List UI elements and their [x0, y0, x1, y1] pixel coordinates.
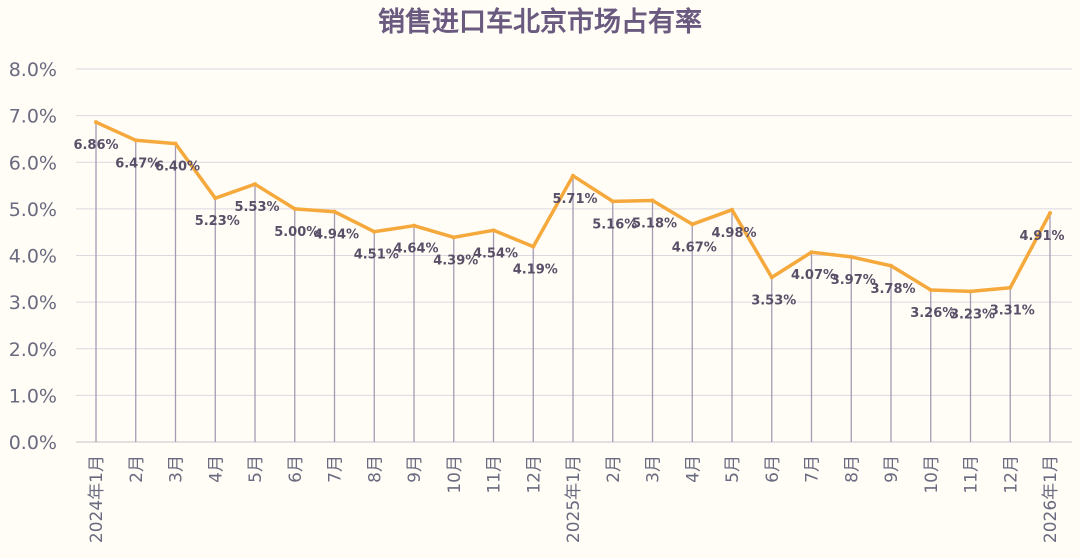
data-label: 4.64%	[393, 242, 438, 257]
data-point	[730, 207, 734, 212]
x-tick-label: 5月	[723, 455, 743, 483]
data-label: 3.97%	[831, 273, 876, 288]
x-tick-label: 7月	[326, 455, 346, 483]
x-tick-label: 11月	[485, 455, 505, 494]
x-tick-label: 2月	[604, 455, 624, 483]
x-axis: 2024年1月 2月 3月 4月 5月 6月 7月 8月 9月 10月 11月 12月 2025年1月 2…	[87, 455, 1061, 543]
data-label: 4.51%	[354, 248, 399, 263]
data-point	[491, 228, 496, 233]
data-point	[292, 206, 297, 211]
y-tick-label: 1.0%	[9, 385, 57, 407]
data-label: 6.47%	[115, 156, 160, 171]
data-point	[809, 250, 814, 255]
x-tick-label: 9月	[405, 455, 425, 483]
data-label: 6.86%	[73, 138, 118, 153]
data-point	[610, 199, 615, 204]
x-tick-label: 6月	[763, 455, 783, 483]
x-tick-label: 3月	[167, 455, 187, 483]
chart-title: 销售进口车北京市场占有率	[378, 6, 702, 38]
data-label: 3.53%	[751, 293, 796, 308]
data-point	[571, 173, 575, 178]
data-label: 5.71%	[552, 192, 597, 207]
x-tick-label: 12月	[524, 455, 544, 494]
data-label: 3.31%	[990, 304, 1035, 319]
y-axis: 0.0% 1.0% 2.0% 3.0% 4.0% 5.0% 6.0% 7.0% 8.0%	[9, 59, 57, 454]
data-point	[332, 209, 337, 214]
data-label: 5.18%	[632, 216, 677, 231]
data-point	[133, 138, 138, 143]
x-tick-label: 2026年1月	[1041, 455, 1061, 543]
x-tick-label: 12月	[1001, 455, 1021, 494]
data-labels: 6.86% 6.47%6.40% 5.23%5.53% 5.00%4.94% 4.51%…	[73, 138, 1064, 322]
data-point	[213, 196, 218, 201]
y-tick-label: 7.0%	[9, 106, 57, 128]
data-point	[928, 288, 933, 293]
data-label: 6.40%	[155, 160, 200, 175]
x-tick-label: 9月	[882, 455, 902, 483]
drop-lines	[95, 122, 1051, 442]
data-label: 4.98%	[711, 226, 756, 241]
data-point	[372, 229, 377, 234]
x-tick-label: 7月	[803, 455, 823, 483]
data-label: 5.23%	[195, 214, 240, 229]
data-point	[451, 235, 456, 240]
data-point	[253, 182, 257, 187]
x-tick-label: 4月	[206, 455, 226, 483]
data-label: 4.07%	[791, 268, 836, 283]
data-point	[1048, 211, 1052, 216]
y-tick-label: 4.0%	[9, 246, 57, 268]
y-tick-label: 8.0%	[9, 59, 57, 81]
x-tick-label: 5月	[246, 455, 266, 483]
y-tick-label: 2.0%	[9, 339, 57, 361]
x-tick-label: 3月	[644, 455, 664, 483]
data-label: 3.26%	[910, 306, 955, 321]
x-tick-label: 2月	[127, 455, 147, 483]
data-point	[968, 289, 973, 294]
x-tick-label: 11月	[962, 455, 982, 494]
data-label: 5.16%	[592, 217, 637, 232]
data-point	[531, 244, 536, 249]
series-line-layer	[94, 120, 1052, 294]
data-label: 4.91%	[1019, 229, 1064, 244]
y-tick-label: 0.0%	[9, 432, 57, 454]
data-point	[1008, 285, 1013, 290]
data-point	[650, 198, 655, 203]
data-point	[94, 120, 98, 125]
data-point	[412, 223, 416, 228]
y-tick-label: 6.0%	[9, 152, 57, 174]
data-label: 4.67%	[672, 240, 717, 255]
data-point	[849, 254, 854, 259]
data-label: 4.39%	[433, 253, 478, 268]
x-tick-label: 4月	[683, 455, 703, 483]
data-label: 5.00%	[274, 225, 319, 240]
data-point	[889, 263, 893, 268]
data-point	[173, 141, 178, 146]
gridlines	[76, 68, 1072, 443]
x-tick-label: 10月	[445, 455, 465, 494]
data-point	[769, 275, 774, 280]
y-tick-label: 3.0%	[9, 292, 57, 314]
y-tick-label: 5.0%	[9, 199, 57, 221]
data-label: 4.54%	[473, 246, 518, 261]
data-point	[690, 222, 695, 227]
x-tick-label: 2025年1月	[564, 455, 584, 543]
data-label: 4.94%	[314, 228, 359, 243]
data-label: 4.19%	[513, 263, 558, 278]
x-tick-label: 2024年1月	[87, 455, 107, 543]
x-tick-label: 8月	[842, 455, 862, 483]
data-label: 3.78%	[870, 282, 915, 297]
x-tick-label: 10月	[922, 455, 942, 494]
data-label: 3.23%	[950, 307, 995, 322]
data-label: 5.53%	[234, 200, 279, 215]
x-tick-label: 8月	[365, 455, 385, 483]
x-tick-label: 6月	[286, 455, 306, 483]
